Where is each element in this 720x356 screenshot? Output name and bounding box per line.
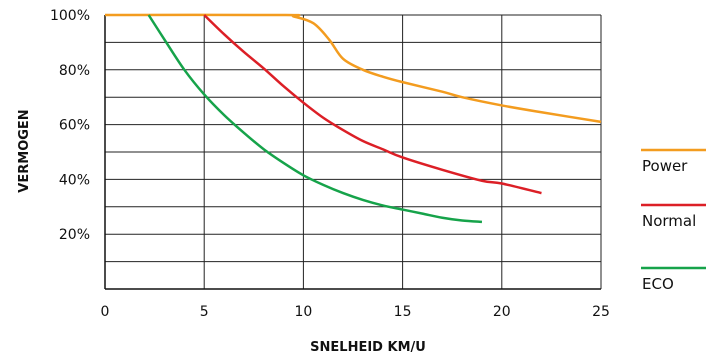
series-line-power bbox=[104, 13, 602, 124]
y-tick-label: 60% bbox=[59, 118, 90, 134]
y-tick-label: 100% bbox=[50, 8, 90, 24]
x-tick-label: 5 bbox=[200, 304, 209, 320]
y-axis-title: VERMOGEN bbox=[17, 109, 32, 192]
x-tick-label: 20 bbox=[493, 304, 511, 320]
y-tick-label: 20% bbox=[59, 227, 90, 243]
legend-label-eco: ECO bbox=[642, 275, 674, 293]
series-line-eco bbox=[147, 14, 483, 224]
x-axis-title: SNELHEID KM/U bbox=[310, 340, 426, 355]
x-tick-label: 25 bbox=[592, 304, 610, 320]
x-tick-label: 0 bbox=[101, 304, 110, 320]
y-tick-label: 80% bbox=[59, 63, 90, 79]
grid bbox=[104, 14, 602, 290]
y-tick-label: 40% bbox=[59, 172, 90, 188]
series-line-normal bbox=[203, 14, 542, 195]
legend-label-normal: Normal bbox=[642, 212, 696, 230]
tick-labels: 0 5 10 15 20 25 20% 40% 60% 80% 100% bbox=[50, 8, 610, 320]
x-tick-label: 10 bbox=[294, 304, 312, 320]
legend: Power Normal ECO bbox=[641, 148, 706, 293]
x-tick-label: 15 bbox=[394, 304, 412, 320]
legend-label-power: Power bbox=[642, 157, 688, 175]
series-lines bbox=[104, 13, 602, 224]
